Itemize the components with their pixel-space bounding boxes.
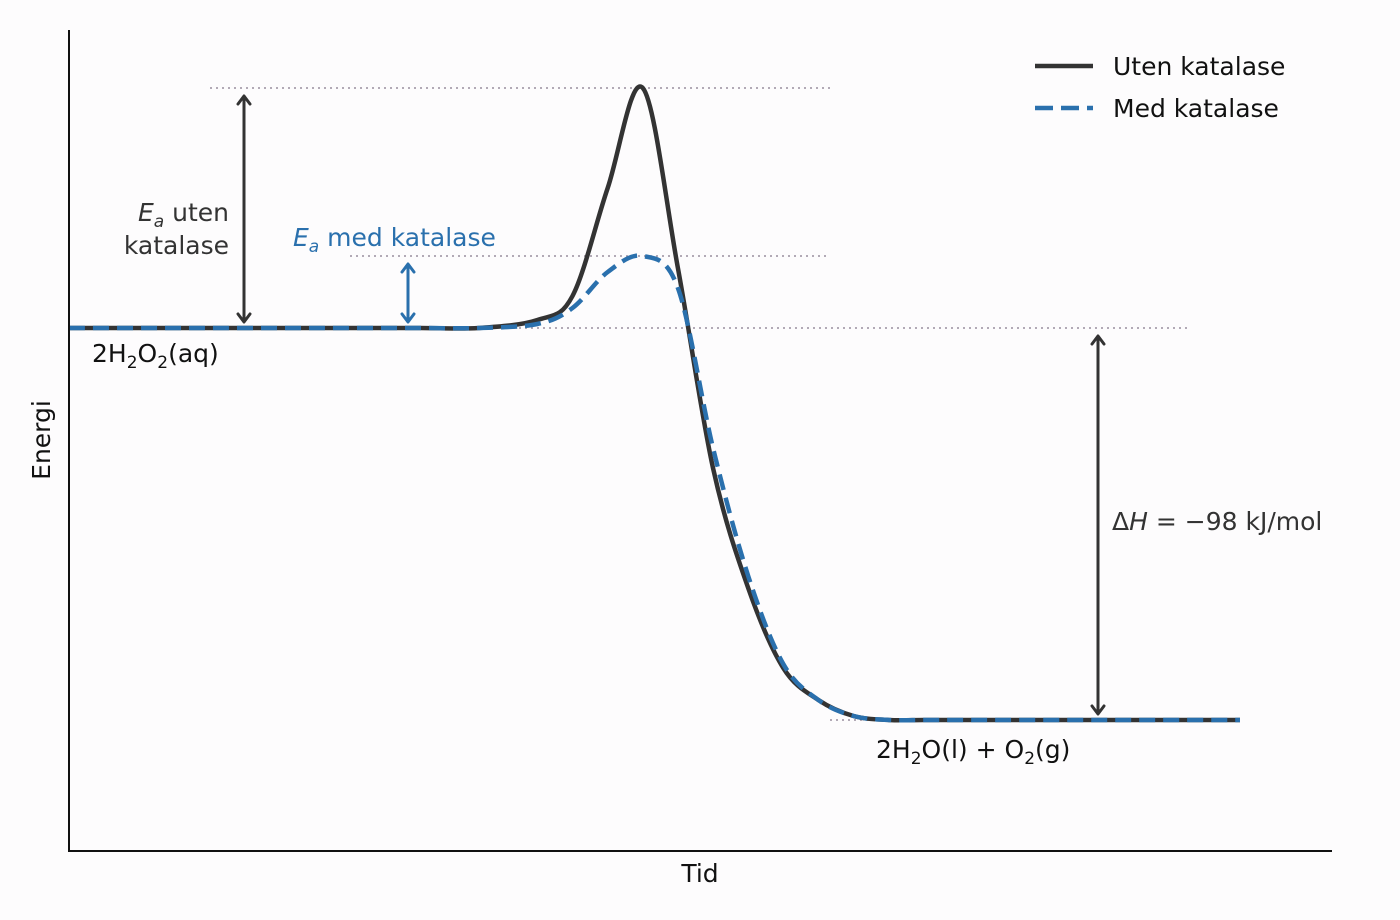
ea-catalyzed-arrow [400,262,416,324]
legend: Uten katalase Med katalase [1035,52,1285,123]
ea-catalyzed-label: Ea med katalase [293,223,496,257]
y-axis-label: Energi [27,400,56,480]
arrows [236,94,1106,716]
ea-uncatalyzed-label-line2: katalase [124,231,229,260]
product-label: 2H2O(l) + O2(g) [876,735,1070,769]
x-axis-label: Tid [680,859,718,888]
legend-label-med: Med katalase [1113,94,1279,123]
reactant-label: 2H2O2(aq) [92,339,219,373]
legend-label-uten: Uten katalase [1113,52,1285,81]
delta-h-label: ΔH = −98 kJ/mol [1112,507,1322,536]
delta-h-arrow [1090,334,1106,716]
curve-med-katalase [69,253,1240,723]
ea-uncatalyzed-arrow [236,94,252,324]
ea-uncatalyzed-label-line1: Ea uten [138,198,229,232]
curves [69,84,1240,723]
